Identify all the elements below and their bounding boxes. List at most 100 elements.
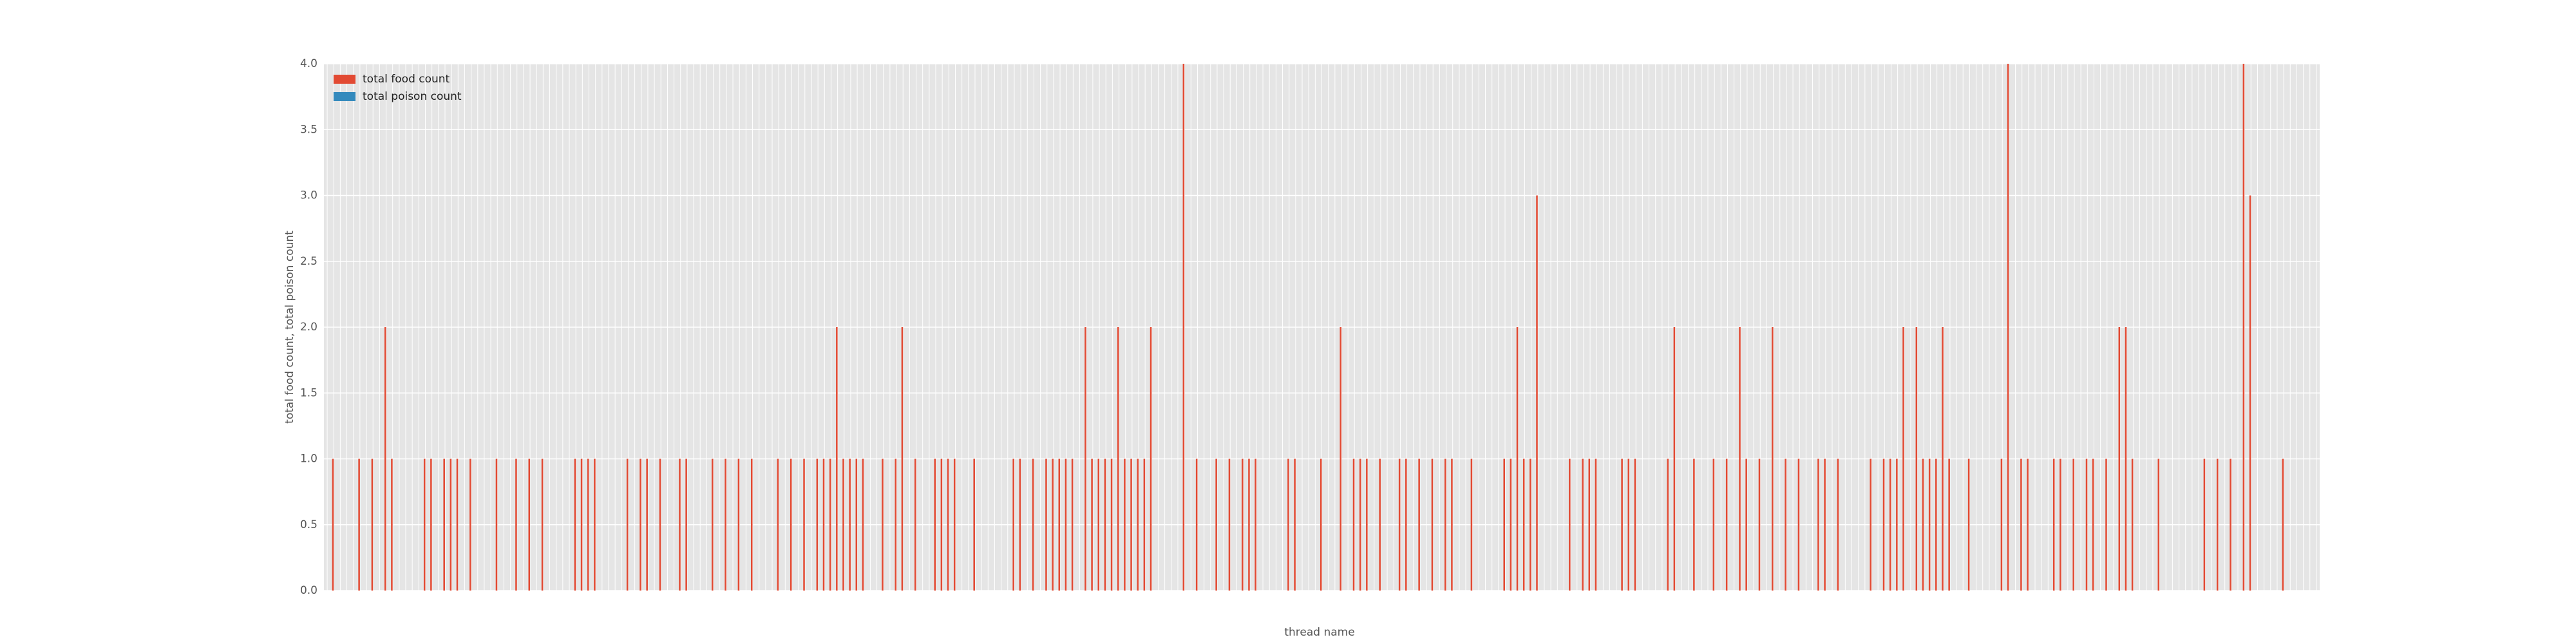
bar (1091, 459, 1093, 591)
bar (1510, 459, 1512, 591)
bar (1451, 459, 1453, 591)
bar (2072, 459, 2074, 591)
bar (1137, 459, 1139, 591)
bar (1195, 459, 1198, 591)
bar (712, 459, 714, 591)
bar (1065, 459, 1067, 591)
bar (1444, 459, 1446, 591)
bar (450, 459, 452, 591)
bar (1340, 327, 1341, 591)
bar (2282, 459, 2284, 591)
bar (1182, 64, 1185, 591)
bar (1942, 327, 1944, 591)
bar (2007, 64, 2009, 591)
bar (1522, 459, 1525, 591)
bar (1366, 459, 1368, 591)
bar (1019, 459, 1021, 591)
bar (1516, 327, 1519, 591)
bar (469, 459, 471, 591)
bar (1097, 459, 1100, 591)
bar (1143, 459, 1146, 591)
bar (2131, 459, 2134, 591)
bar (1673, 327, 1676, 591)
bar (882, 459, 884, 591)
bar (862, 459, 864, 591)
bar (1634, 459, 1636, 591)
y-tick-label: 2.0 (300, 321, 317, 334)
y-tick-label: 1.0 (300, 453, 317, 466)
y-tick-label: 1.5 (300, 386, 317, 399)
bar (1569, 459, 1571, 591)
bar (2216, 459, 2219, 591)
bar (1582, 459, 1584, 591)
bar (1130, 459, 1132, 591)
bar (1228, 459, 1231, 591)
bar (371, 459, 374, 591)
bar (1772, 327, 1774, 591)
bar (1882, 459, 1885, 591)
bar (2052, 459, 2055, 591)
bar (2157, 459, 2160, 591)
bar (1837, 459, 1839, 591)
bar (1058, 459, 1061, 591)
y-axis-label: total food count, total poison count (283, 231, 296, 424)
bar (1124, 459, 1126, 591)
bar (2249, 195, 2251, 591)
bar (1817, 459, 1819, 591)
bar (659, 459, 661, 591)
bar (822, 459, 825, 591)
bar (1032, 459, 1034, 591)
x-axis-label: thread name (1284, 626, 1354, 639)
bar (1667, 459, 1669, 591)
bar (332, 459, 334, 591)
bar (790, 459, 792, 591)
bar (1693, 459, 1695, 591)
bar (1294, 459, 1296, 591)
bar (1287, 459, 1289, 591)
bar (750, 459, 753, 591)
bar (646, 459, 648, 591)
legend-label: total poison count (363, 90, 462, 103)
bar (639, 459, 641, 591)
bar (626, 459, 629, 591)
bar (2000, 459, 2003, 591)
bar (679, 459, 681, 591)
bar (2230, 459, 2231, 591)
bar (1870, 459, 1871, 591)
bar (443, 459, 445, 591)
bar (391, 459, 393, 591)
bar (947, 459, 949, 591)
bar (1503, 459, 1505, 591)
bar (940, 459, 943, 591)
bar (1242, 459, 1244, 591)
bar (855, 459, 858, 591)
bar (849, 459, 851, 591)
bar (1530, 459, 1531, 591)
bar (901, 327, 904, 591)
bar (587, 459, 589, 591)
bar (1902, 327, 1904, 591)
y-tick-label: 3.5 (300, 123, 317, 136)
bar (1745, 459, 1747, 591)
bar (2125, 327, 2127, 591)
bar (829, 459, 831, 591)
bar (1922, 459, 1924, 591)
bar (1739, 327, 1741, 591)
bar (914, 459, 916, 591)
bar (1967, 459, 1970, 591)
bar (1418, 459, 1420, 591)
bar (2203, 459, 2206, 591)
bar (1359, 459, 1361, 591)
bar (1470, 459, 1473, 591)
bar (1712, 459, 1715, 591)
bar (594, 459, 596, 591)
legend-swatch (334, 92, 355, 101)
bar (456, 459, 459, 591)
bar (836, 327, 838, 591)
bar (1588, 459, 1591, 591)
bar (2242, 64, 2245, 591)
bar (803, 459, 805, 591)
bar (1150, 327, 1152, 591)
bar (1797, 459, 1800, 591)
bar (895, 459, 897, 591)
